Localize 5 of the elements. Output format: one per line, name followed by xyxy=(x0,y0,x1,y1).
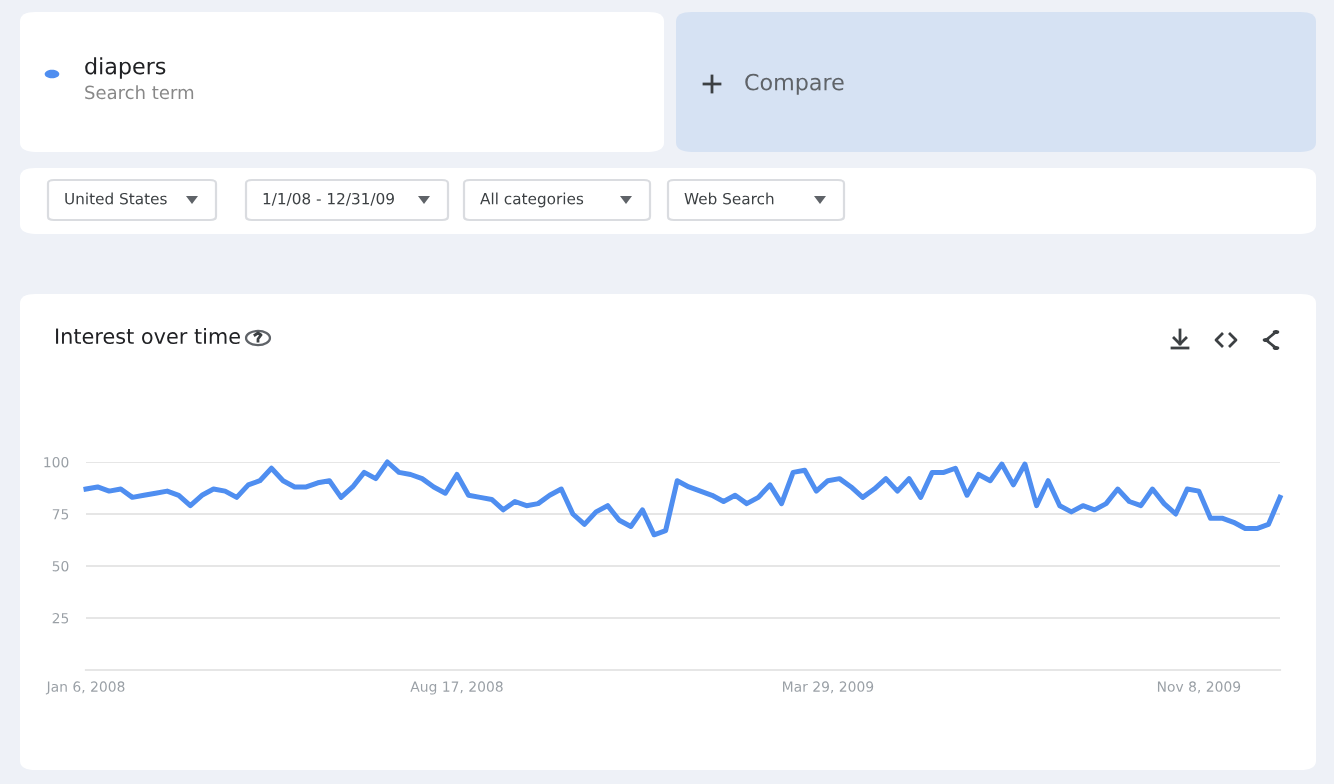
line-series xyxy=(83,459,1283,538)
text: Search term xyxy=(85,85,194,100)
text: Compare xyxy=(745,73,844,95)
legend-label: diapers xyxy=(85,57,166,79)
chart-title: Interest over time xyxy=(56,327,240,345)
